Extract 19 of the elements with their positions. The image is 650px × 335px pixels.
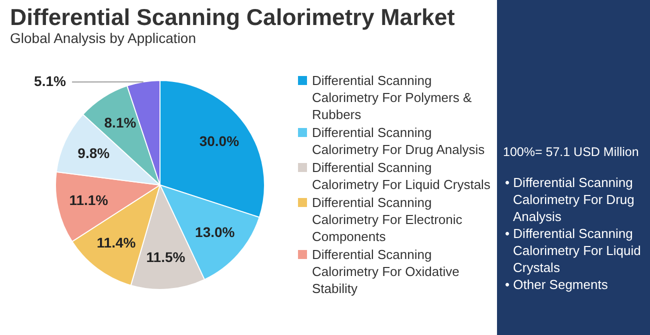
chart-subtitle: Global Analysis by Application [10,30,196,46]
legend-label: Differential Scanning Calorimetry For Polymers & Rubbers [312,72,473,123]
data-label: 11.4% [96,234,136,250]
legend-label: Differential Scanning Calorimetry For Electronic Components [312,194,464,245]
data-label: 11.1% [69,192,109,208]
legend-label: Differential Scanning Calorimetry For Oxidative Stability [312,246,460,297]
legend-label: Differential Scanning Calorimetry For Drug Analysis [312,124,486,158]
data-label: 5.1% [34,72,66,89]
legend-label: Differential Scanning Calorimetry For Liquid Crystals [312,159,492,193]
data-label: 8.1% [104,114,137,130]
data-label: 13.0% [195,224,236,240]
chart-title: Differential Scanning Calorimetry Market [10,4,455,31]
data-label: 11.5% [146,248,186,265]
text: • Differential Scanning Calorimetry For Drug Analysis [505,174,636,225]
data-label: 30.0% [199,132,240,149]
data-label: 9.8% [78,145,110,162]
text: • Other Segments [505,276,609,293]
text: • Differential Scanning Calorimetry For Liquid Crystals [505,225,642,276]
text: 100%= 57.1 USD Million [503,144,640,161]
